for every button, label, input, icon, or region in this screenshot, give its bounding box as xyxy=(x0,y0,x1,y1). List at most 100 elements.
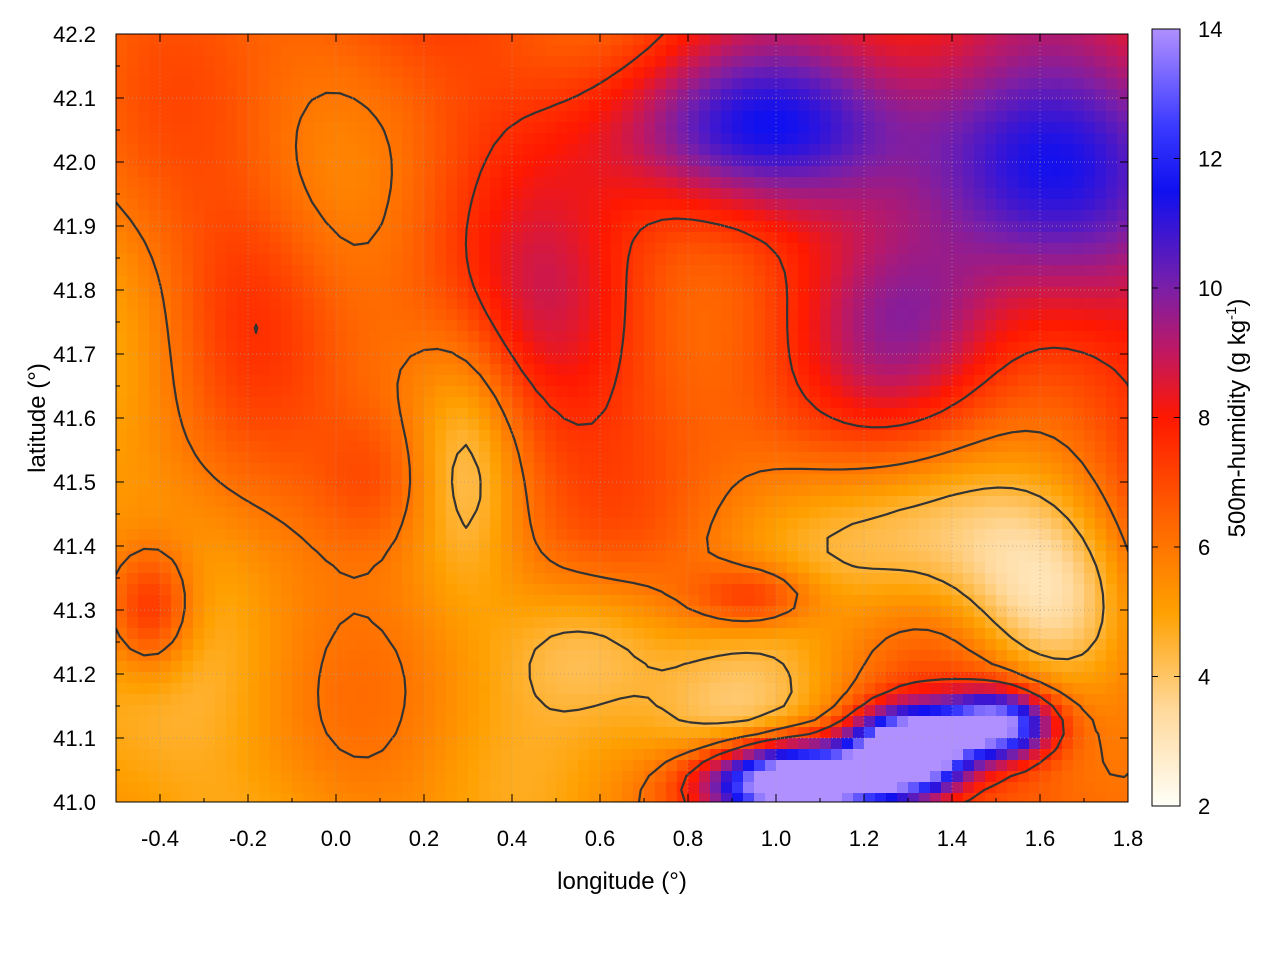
heatmap-cell xyxy=(468,287,480,299)
heatmap-cell xyxy=(864,540,876,552)
heatmap-cell xyxy=(149,562,161,574)
heatmap-cell xyxy=(732,485,744,497)
heatmap-cell xyxy=(446,441,458,453)
heatmap-cell xyxy=(512,584,524,596)
heatmap-cell xyxy=(446,386,458,398)
heatmap-cell xyxy=(600,463,612,475)
heatmap-cell xyxy=(292,56,304,68)
heatmap-cell xyxy=(875,595,887,607)
heatmap-cell xyxy=(688,320,700,332)
heatmap-cell xyxy=(160,595,172,607)
heatmap-cell xyxy=(820,386,832,398)
heatmap-cell xyxy=(721,144,733,156)
heatmap-cell xyxy=(1073,573,1085,585)
heatmap-cell xyxy=(490,496,502,508)
heatmap-cell xyxy=(787,144,799,156)
heatmap-cell xyxy=(930,309,942,321)
heatmap-cell xyxy=(1095,331,1107,343)
heatmap-cell xyxy=(391,584,403,596)
heatmap-cell xyxy=(226,254,238,266)
heatmap-cell xyxy=(897,507,909,519)
heatmap-cell xyxy=(160,430,172,442)
heatmap-cell xyxy=(963,100,975,112)
heatmap-cell xyxy=(1029,507,1041,519)
heatmap-cell xyxy=(149,276,161,288)
heatmap-cell xyxy=(897,155,909,167)
heatmap-cell xyxy=(1040,452,1052,464)
heatmap-cell xyxy=(138,573,150,585)
heatmap-cell xyxy=(336,364,348,376)
heatmap-cell xyxy=(292,408,304,420)
heatmap-cell xyxy=(578,606,590,618)
heatmap-cell xyxy=(171,518,183,530)
heatmap-cell xyxy=(127,265,139,277)
heatmap-cell xyxy=(270,78,282,90)
heatmap-cell xyxy=(281,78,293,90)
heatmap-cell xyxy=(633,320,645,332)
heatmap-cell xyxy=(281,430,293,442)
heatmap-cell xyxy=(226,562,238,574)
heatmap-cell xyxy=(116,155,128,167)
heatmap-cell xyxy=(435,562,447,574)
heatmap-cell xyxy=(204,496,216,508)
heatmap-cell xyxy=(941,397,953,409)
heatmap-cell xyxy=(1117,496,1128,508)
heatmap-cell xyxy=(567,606,579,618)
heatmap-cell xyxy=(160,584,172,596)
heatmap-cell xyxy=(1106,177,1118,189)
heatmap-cell xyxy=(127,133,139,145)
heatmap-cell xyxy=(248,232,260,244)
heatmap-cell xyxy=(1051,573,1063,585)
heatmap-cell xyxy=(270,287,282,299)
heatmap-cell xyxy=(1007,331,1019,343)
heatmap-cell xyxy=(127,518,139,530)
heatmap-cell xyxy=(314,584,326,596)
heatmap-cell xyxy=(644,188,656,200)
heatmap-cell xyxy=(699,254,711,266)
heatmap-cell xyxy=(743,386,755,398)
heatmap-cell xyxy=(215,353,227,365)
heatmap-cell xyxy=(622,133,634,145)
heatmap-cell xyxy=(908,320,920,332)
heatmap-cell xyxy=(963,155,975,167)
heatmap-cell xyxy=(556,309,568,321)
heatmap-cell xyxy=(567,485,579,497)
heatmap-cell xyxy=(842,507,854,519)
heatmap-cell xyxy=(479,122,491,134)
heatmap-cell xyxy=(1073,540,1085,552)
heatmap-cell xyxy=(468,331,480,343)
heatmap-cell xyxy=(424,518,436,530)
heatmap-cell xyxy=(204,221,216,233)
heatmap-cell xyxy=(435,89,447,101)
heatmap-cell xyxy=(116,551,128,563)
heatmap-cell xyxy=(545,78,557,90)
heatmap-cell xyxy=(1084,320,1096,332)
heatmap-cell xyxy=(655,342,667,354)
heatmap-cell xyxy=(622,298,634,310)
heatmap-cell xyxy=(567,100,579,112)
heatmap-cell xyxy=(490,441,502,453)
heatmap-cell xyxy=(864,199,876,211)
heatmap-cell xyxy=(501,122,513,134)
heatmap-cell xyxy=(1029,430,1041,442)
heatmap-cell xyxy=(941,353,953,365)
heatmap-cell xyxy=(1029,419,1041,431)
heatmap-cell xyxy=(534,45,546,57)
heatmap-cell xyxy=(457,155,469,167)
heatmap-cell xyxy=(160,254,172,266)
heatmap-cell xyxy=(699,397,711,409)
heatmap-cell xyxy=(677,221,689,233)
heatmap-cell xyxy=(644,353,656,365)
heatmap-cell xyxy=(182,353,194,365)
heatmap-cell xyxy=(127,56,139,68)
heatmap-cell xyxy=(292,221,304,233)
heatmap-cell xyxy=(787,617,799,629)
heatmap-cell xyxy=(292,67,304,79)
heatmap-cell xyxy=(314,309,326,321)
heatmap-cell xyxy=(490,617,502,629)
heatmap-cell xyxy=(424,276,436,288)
heatmap-cell xyxy=(424,386,436,398)
heatmap-cell xyxy=(391,441,403,453)
heatmap-cell xyxy=(380,155,392,167)
heatmap-cell xyxy=(259,507,271,519)
